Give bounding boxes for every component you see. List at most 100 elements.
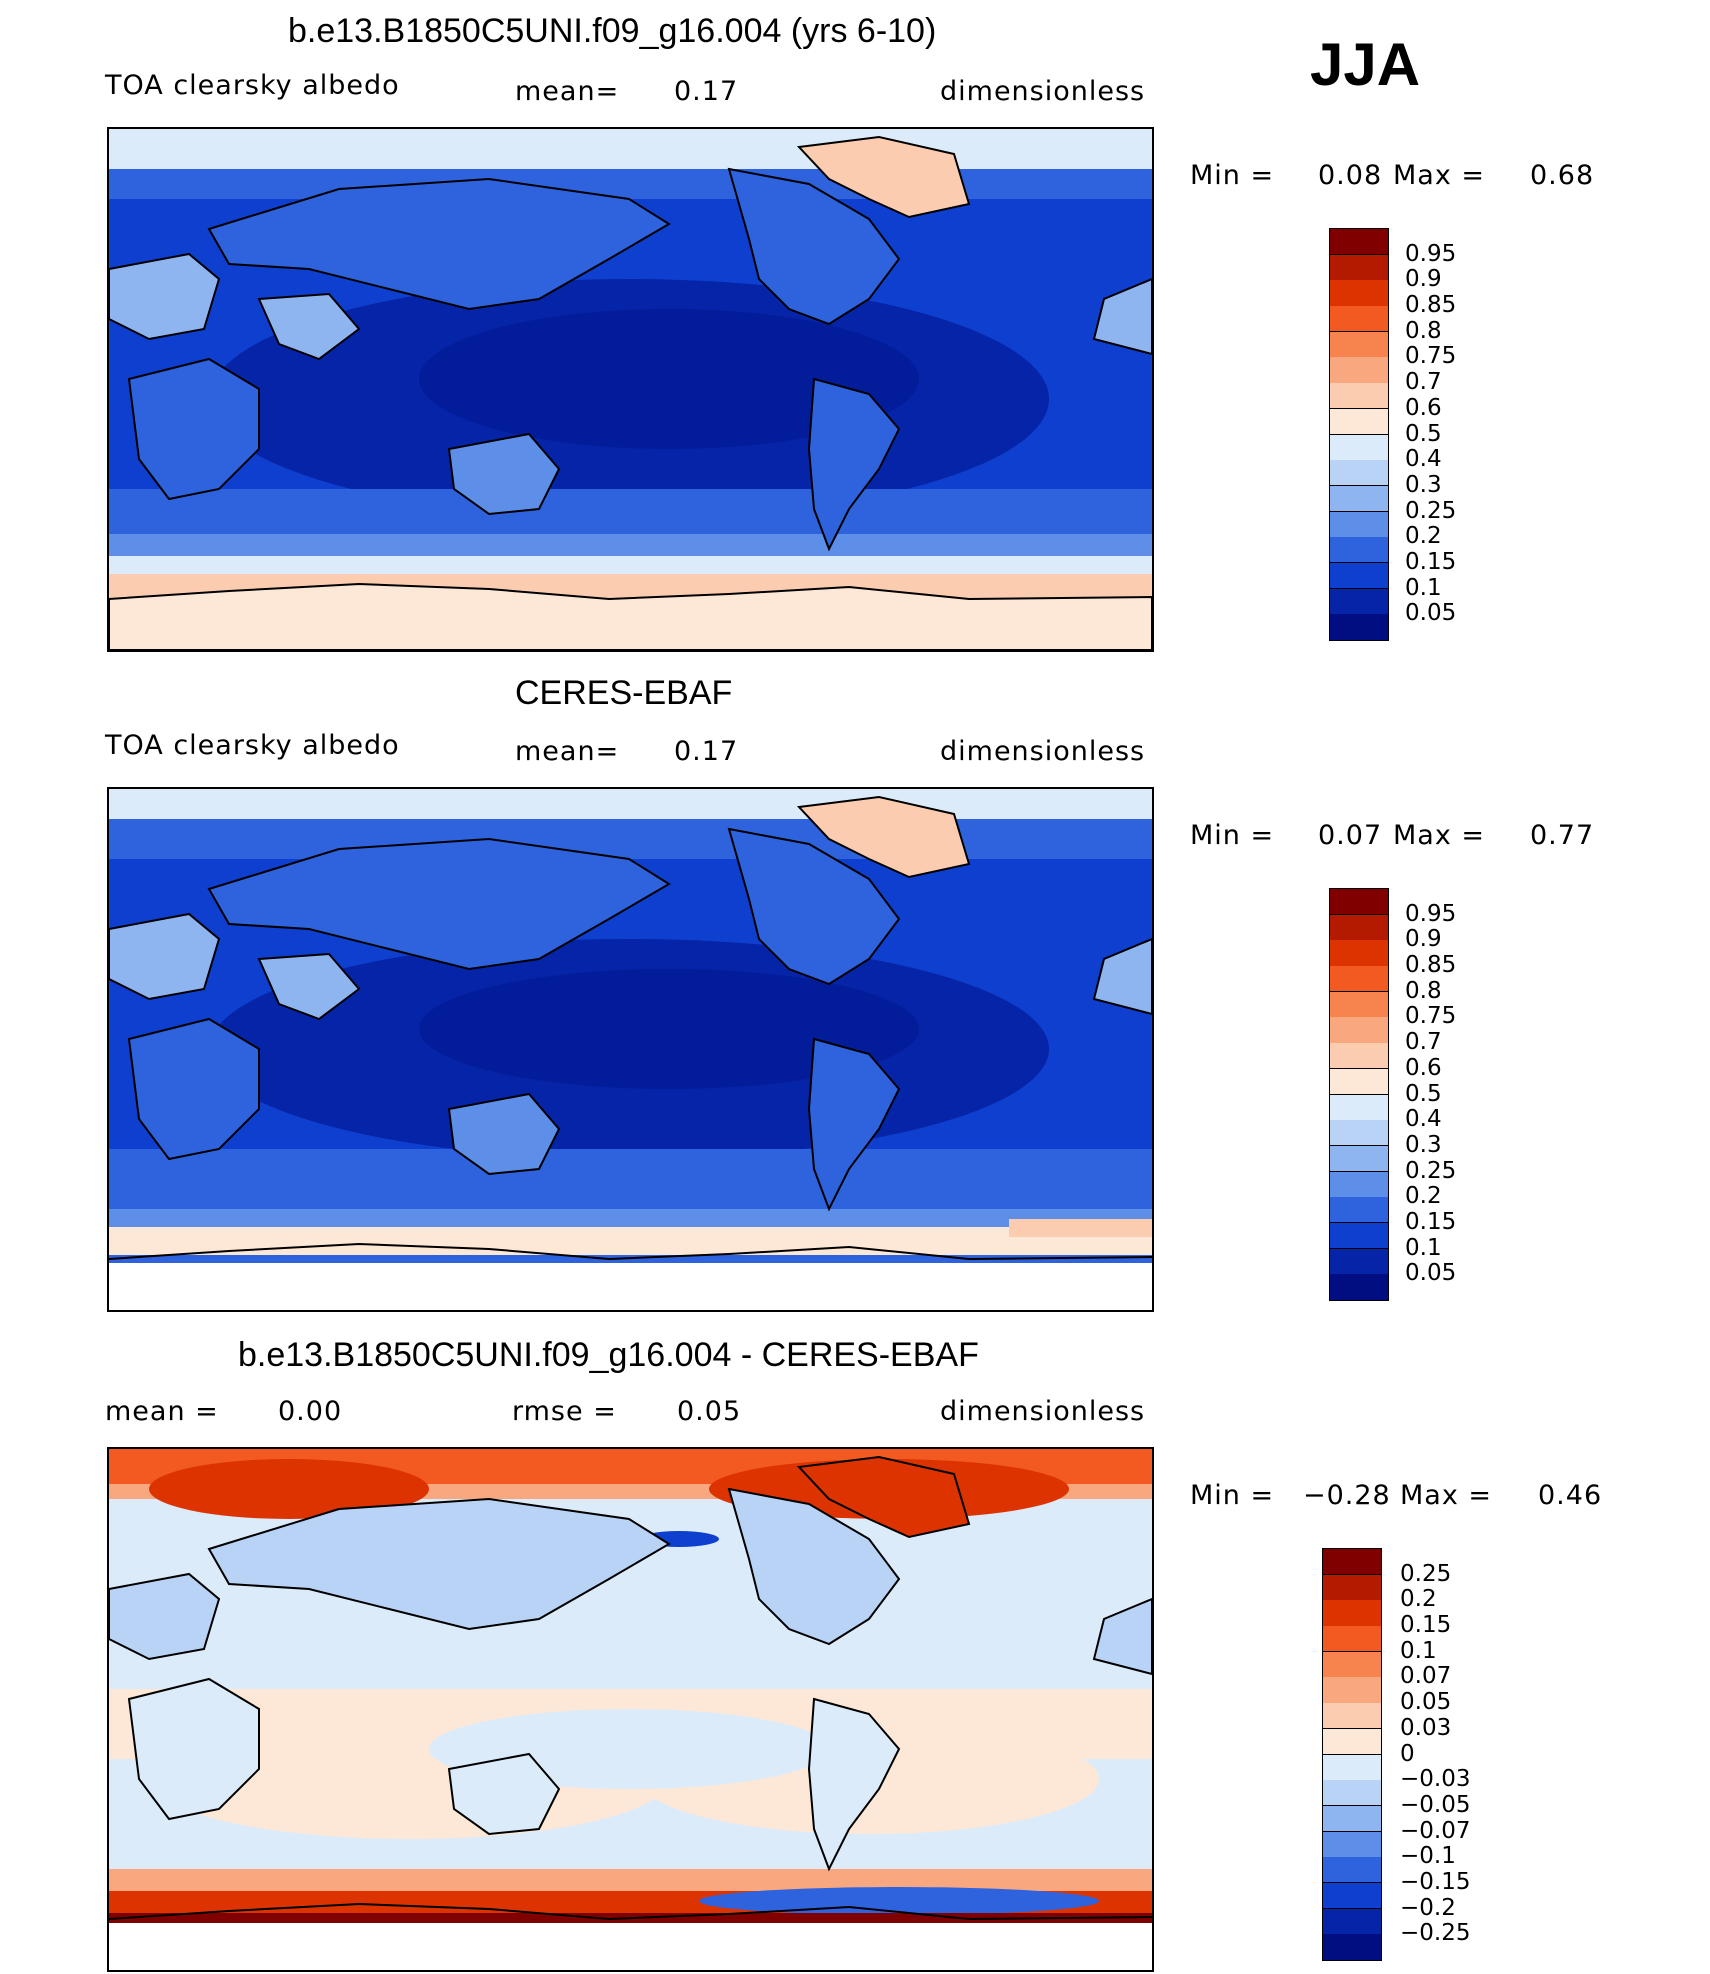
panel1-colorbar-tick-label: 0.95 bbox=[1405, 240, 1457, 267]
panel2-colorbar-segment bbox=[1330, 1197, 1388, 1224]
panel1-units: dimensionless bbox=[940, 76, 1146, 107]
panel1-colorbar-tick-label: 0.15 bbox=[1405, 548, 1457, 575]
panel1-colorbar-tick-label: 0.3 bbox=[1405, 471, 1442, 498]
panel3-colorbar-tick-label: 0.07 bbox=[1400, 1663, 1452, 1690]
panel1-colorbar-segment bbox=[1330, 357, 1388, 384]
panel3-colorbar-tick-label: 0.03 bbox=[1400, 1714, 1452, 1741]
panel1-min-value: 0.08 bbox=[1318, 160, 1383, 191]
panel1-colorbar-segment bbox=[1330, 537, 1388, 564]
panel1-colorbar-tick-label: 0.4 bbox=[1405, 446, 1442, 473]
panel3-colorbar-segment bbox=[1323, 1574, 1381, 1601]
panel1-colorbar-tick-label: 0.25 bbox=[1405, 497, 1457, 524]
panel1-colorbar-tick-label: 0.85 bbox=[1405, 292, 1457, 319]
panel3-rmse-value: 0.05 bbox=[677, 1396, 742, 1427]
panel1-colorbar-segment bbox=[1330, 588, 1388, 615]
panel1-colorbar-tick-label: 0.5 bbox=[1405, 420, 1442, 447]
panel2-colorbar-segment bbox=[1330, 1120, 1388, 1147]
panel3-colorbar-segment bbox=[1323, 1626, 1381, 1653]
panel1-colorbar-segment bbox=[1330, 511, 1388, 538]
panel2-colorbar bbox=[1329, 888, 1389, 1301]
panel2-colorbar-segment bbox=[1330, 889, 1388, 916]
panel3-colorbar-tick-label: 0 bbox=[1400, 1740, 1415, 1767]
panel3-colorbar-tick-label: −0.1 bbox=[1400, 1843, 1456, 1870]
panel3-colorbar-segment bbox=[1323, 1857, 1381, 1884]
panel2-colorbar-tick-label: 0.15 bbox=[1405, 1208, 1457, 1235]
panel1-colorbar-segment bbox=[1330, 408, 1388, 435]
panel2-colorbar-tick-label: 0.05 bbox=[1405, 1260, 1457, 1287]
panel2-mean-value: 0.17 bbox=[674, 736, 739, 767]
panel3-colorbar-tick-label: −0.25 bbox=[1400, 1920, 1471, 1947]
panel1-colorbar-segment bbox=[1330, 485, 1388, 513]
panel1-colorbar-tick-label: 0.2 bbox=[1405, 523, 1442, 550]
panel2-colorbar-segment bbox=[1330, 914, 1388, 941]
panel3-colorbar-tick-label: 0.2 bbox=[1400, 1586, 1437, 1613]
panel1-title: b.e13.B1850C5UNI.f09_g16.004 (yrs 6-10) bbox=[288, 12, 937, 50]
panel3-colorbar-segment bbox=[1323, 1600, 1381, 1627]
panel3-colorbar-segment bbox=[1323, 1651, 1381, 1678]
panel2-colorbar-segment bbox=[1330, 1094, 1388, 1121]
panel2-mean-label: mean= bbox=[515, 736, 620, 767]
panel1-max-value: 0.68 bbox=[1530, 160, 1595, 191]
panel3-colorbar-segment bbox=[1323, 1882, 1381, 1910]
panel2-colorbar-segment bbox=[1330, 940, 1388, 967]
panel1-colorbar-segment bbox=[1330, 460, 1388, 487]
panel3-max-label: Max = bbox=[1400, 1480, 1493, 1511]
panel2-variable-label: TOA clearsky albedo bbox=[105, 730, 400, 761]
panel2-colorbar-segment bbox=[1330, 1068, 1388, 1095]
panel1-mean-value: 0.17 bbox=[674, 76, 739, 107]
panel2-colorbar-tick-label: 0.8 bbox=[1405, 977, 1442, 1004]
panel3-colorbar-segment bbox=[1323, 1908, 1381, 1935]
panel3-mean-label: mean = bbox=[105, 1396, 219, 1427]
panel2-colorbar-tick-label: 0.25 bbox=[1405, 1157, 1457, 1184]
panel3-colorbar-tick-label: 0.15 bbox=[1400, 1612, 1452, 1639]
panel3-colorbar-tick-label: −0.03 bbox=[1400, 1766, 1471, 1793]
panel1-variable-label: TOA clearsky albedo bbox=[105, 70, 400, 101]
panel3-mean-value: 0.00 bbox=[278, 1396, 343, 1427]
panel2-min-value: 0.07 bbox=[1318, 820, 1383, 851]
panel2-colorbar-tick-label: 0.7 bbox=[1405, 1029, 1442, 1056]
panel3-colorbar-segment bbox=[1323, 1754, 1381, 1781]
panel3-colorbar-tick-label: −0.07 bbox=[1400, 1817, 1471, 1844]
panel1-colorbar-segment bbox=[1330, 614, 1388, 641]
panel3-colorbar-tick-label: −0.2 bbox=[1400, 1894, 1456, 1921]
panel3-colorbar-segment bbox=[1323, 1703, 1381, 1730]
panel3-min-value: −0.28 bbox=[1303, 1480, 1391, 1511]
panel1-colorbar-tick-label: 0.75 bbox=[1405, 343, 1457, 370]
panel1-colorbar-tick-label: 0.7 bbox=[1405, 369, 1442, 396]
panel3-colorbar-tick-label: 0.1 bbox=[1400, 1637, 1437, 1664]
panel2-colorbar-tick-label: 0.95 bbox=[1405, 900, 1457, 927]
panel2-colorbar-segment bbox=[1330, 1222, 1388, 1250]
panel1-colorbar-tick-label: 0.8 bbox=[1405, 317, 1442, 344]
panel1-colorbar-tick-label: 0.6 bbox=[1405, 394, 1442, 421]
panel2-colorbar-tick-label: 0.9 bbox=[1405, 926, 1442, 953]
panel2-map bbox=[107, 787, 1154, 1312]
panel2-max-value: 0.77 bbox=[1530, 820, 1595, 851]
panel2-colorbar-segment bbox=[1330, 991, 1388, 1018]
panel3-min-label: Min = bbox=[1190, 1480, 1275, 1511]
panel3-colorbar-tick-label: 0.25 bbox=[1400, 1560, 1452, 1587]
panel2-colorbar-segment bbox=[1330, 1274, 1388, 1301]
panel3-colorbar-segment bbox=[1323, 1934, 1381, 1961]
panel3-colorbar-segment bbox=[1323, 1728, 1381, 1755]
panel2-colorbar-segment bbox=[1330, 1248, 1388, 1275]
panel1-colorbar-tick-label: 0.05 bbox=[1405, 600, 1457, 627]
panel1-colorbar-segment bbox=[1330, 306, 1388, 333]
panel3-rmse-label: rmse = bbox=[512, 1396, 617, 1427]
season-label: JJA bbox=[1310, 31, 1421, 98]
panel2-colorbar-tick-label: 0.3 bbox=[1405, 1131, 1442, 1158]
panel2-colorbar-segment bbox=[1330, 1043, 1388, 1070]
panel1-min-label: Min = bbox=[1190, 160, 1275, 191]
panel3-colorbar-segment bbox=[1323, 1549, 1381, 1576]
panel3-colorbar bbox=[1322, 1548, 1382, 1961]
panel3-title: b.e13.B1850C5UNI.f09_g16.004 - CERES-EBA… bbox=[238, 1336, 979, 1374]
panel3-units: dimensionless bbox=[940, 1396, 1146, 1427]
panel1-colorbar-segment bbox=[1330, 331, 1388, 358]
panel2-max-label: Max = bbox=[1393, 820, 1486, 851]
panel1-colorbar-segment bbox=[1330, 562, 1388, 590]
panel2-colorbar-segment bbox=[1330, 1171, 1388, 1198]
panel1-colorbar-tick-label: 0.9 bbox=[1405, 266, 1442, 293]
panel3-colorbar-tick-label: −0.15 bbox=[1400, 1868, 1471, 1895]
panel2-units: dimensionless bbox=[940, 736, 1146, 767]
panel1-colorbar-segment bbox=[1330, 383, 1388, 410]
panel3-colorbar-tick-label: 0.05 bbox=[1400, 1689, 1452, 1716]
